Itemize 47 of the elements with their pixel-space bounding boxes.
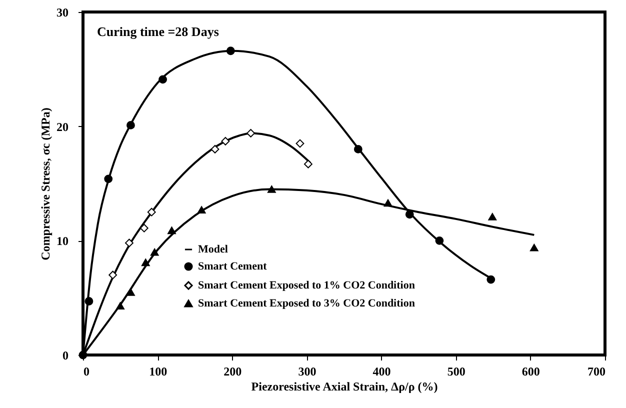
point — [354, 145, 362, 154]
x-tick-label: 300 — [298, 364, 316, 378]
point — [168, 226, 176, 234]
x-tick-label: 600 — [522, 364, 540, 378]
point — [405, 210, 414, 219]
y-axis-title: Compressive Stress, σc (MPa) — [38, 108, 52, 260]
point — [141, 258, 150, 266]
point — [140, 224, 148, 232]
x-tick-label: 200 — [224, 364, 242, 378]
point — [384, 199, 392, 207]
point — [435, 236, 444, 245]
legend-label: Smart Cement Exposed to 1% CO2 Condition — [198, 280, 415, 292]
point — [226, 46, 235, 56]
point — [116, 302, 124, 310]
point — [530, 244, 538, 252]
point — [304, 160, 312, 168]
y-tick-label: 10 — [56, 234, 68, 248]
point — [150, 248, 159, 256]
point — [267, 186, 276, 193]
x-tick-label: 400 — [372, 364, 391, 378]
point — [126, 120, 135, 130]
point — [147, 208, 156, 216]
legend-label: Smart Cement — [198, 260, 268, 272]
point — [84, 297, 94, 306]
point — [221, 136, 230, 146]
x-tick-label: 700 — [588, 364, 606, 378]
point — [126, 288, 135, 296]
x-tick-label: 100 — [149, 364, 168, 378]
legend-label: Model — [198, 244, 228, 256]
point — [104, 174, 113, 184]
x-axis-title: Piezoresistive Axial Strain, Δρ/ρ (%) — [251, 380, 438, 394]
x-tick-label: 500 — [447, 364, 466, 378]
point — [488, 212, 497, 220]
point — [246, 128, 255, 138]
annotation: Curing time =28 Days — [97, 24, 219, 39]
point — [197, 206, 206, 214]
point — [108, 270, 118, 280]
y-tick-label: 30 — [56, 6, 68, 20]
y-tick-label: 0 — [62, 348, 68, 362]
point — [296, 139, 304, 148]
point — [158, 75, 167, 84]
legend-label: Smart Cement Exposed to 3% CO2 Condition — [198, 298, 415, 310]
point — [486, 275, 496, 284]
point — [125, 238, 134, 248]
y-tick-label: 20 — [56, 120, 68, 134]
x-tick-label: 0 — [84, 364, 90, 378]
point — [210, 144, 220, 154]
